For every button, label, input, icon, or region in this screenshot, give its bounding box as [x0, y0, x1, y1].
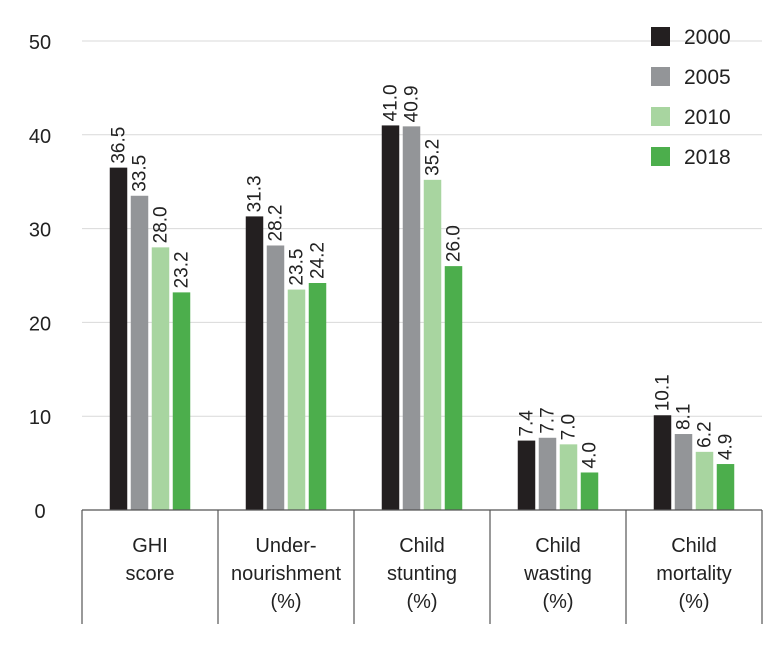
y-tick-label: 0 — [34, 501, 45, 523]
bar-value-label: 6.2 — [695, 421, 716, 447]
bar-value-label: 33.5 — [130, 155, 151, 192]
bar-2005 — [130, 195, 149, 510]
legend-label: 2010 — [684, 106, 731, 129]
bar-value-label: 28.0 — [151, 206, 172, 243]
bar-2000 — [109, 167, 128, 510]
legend-swatch-2005 — [651, 67, 670, 86]
category-table: GHI score Under-nourishment (%) Child stuntin… — [81, 509, 763, 624]
bar-value-label: 35.2 — [423, 139, 444, 176]
category-label: Child — [399, 535, 445, 557]
bar-2000 — [653, 415, 672, 510]
bar-value-label: 7.7 — [538, 407, 559, 433]
category-label: wasting — [523, 563, 592, 585]
bars — [109, 125, 735, 511]
bar-value-label: 7.0 — [559, 414, 580, 440]
category-label: stunting — [387, 563, 457, 585]
bar-value-labels: 36.533.528.023.2 31.328.223.5 24.2 41.0 40.9… — [109, 84, 737, 468]
category-label: score — [126, 563, 175, 585]
category-label: nourishment — [231, 563, 342, 585]
category-label: (%) — [678, 591, 709, 613]
bar-value-label: 4.9 — [716, 434, 737, 460]
bar-value-label: 40.9 — [402, 85, 423, 122]
legend-swatch-2010 — [651, 107, 670, 126]
bar-2018 — [716, 464, 735, 510]
legend-label: 2018 — [684, 146, 731, 169]
category-label: (%) — [406, 591, 437, 613]
legend: 2000 2005 2010 2018 — [651, 26, 731, 169]
bar-value-label: 28.2 — [266, 204, 287, 241]
bar-2018 — [172, 292, 191, 510]
category-label: GHI — [132, 535, 168, 557]
y-axis-ticks: 0 10 20 30 40 50 — [29, 32, 51, 523]
bar-value-label: 24.2 — [308, 242, 329, 279]
y-tick-label: 50 — [29, 32, 51, 54]
bar-value-label: 4.0 — [580, 442, 601, 468]
y-tick-label: 20 — [29, 313, 51, 335]
category-label: Under- — [255, 535, 316, 557]
y-tick-label: 10 — [29, 407, 51, 429]
bar-value-label: 8.1 — [674, 404, 695, 430]
legend-label: 2005 — [684, 66, 731, 89]
bar-value-label: 7.4 — [517, 410, 538, 437]
legend-label: 2000 — [684, 26, 731, 49]
bar-2010 — [695, 451, 714, 510]
category-label: mortality — [656, 563, 732, 585]
category-label: Child — [671, 535, 717, 557]
bar-value-label: 31.3 — [245, 175, 266, 212]
bar-2018 — [444, 266, 463, 510]
bar-2010 — [423, 179, 442, 510]
bar-2005 — [674, 434, 693, 510]
bar-value-label: 26.0 — [444, 225, 465, 262]
category-label: (%) — [270, 591, 301, 613]
bar-value-label: 36.5 — [109, 127, 130, 164]
bar-2010 — [287, 289, 306, 510]
y-tick-label: 40 — [29, 126, 51, 148]
legend-swatch-2000 — [651, 27, 670, 46]
bar-2005 — [266, 245, 285, 510]
category-label: (%) — [542, 591, 573, 613]
bar-2005 — [538, 437, 557, 510]
bar-2000 — [245, 216, 264, 510]
bar-2005 — [402, 126, 421, 510]
bar-2010 — [151, 247, 170, 511]
bar-value-label: 23.2 — [172, 251, 193, 288]
gridlines — [82, 40, 762, 417]
bar-2010 — [559, 444, 578, 510]
bar-value-label: 41.0 — [381, 84, 402, 121]
bar-2018 — [580, 472, 599, 510]
bar-2018 — [308, 283, 327, 510]
category-label: Child — [535, 535, 581, 557]
y-tick-label: 30 — [29, 220, 51, 242]
legend-swatch-2018 — [651, 147, 670, 166]
bar-2000 — [517, 440, 536, 510]
bar-2000 — [381, 125, 400, 511]
bar-value-label: 10.1 — [653, 374, 674, 411]
bar-value-label: 23.5 — [287, 249, 308, 286]
